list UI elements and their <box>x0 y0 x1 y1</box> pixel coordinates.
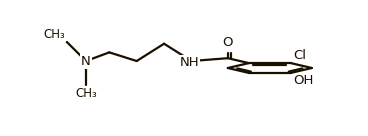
Text: CH₃: CH₃ <box>43 28 65 41</box>
Text: O: O <box>223 35 233 49</box>
Text: OH: OH <box>294 74 314 87</box>
Text: N: N <box>81 55 91 68</box>
Text: Cl: Cl <box>294 49 307 62</box>
Text: CH₃: CH₃ <box>75 87 97 100</box>
Text: NH: NH <box>180 56 199 69</box>
